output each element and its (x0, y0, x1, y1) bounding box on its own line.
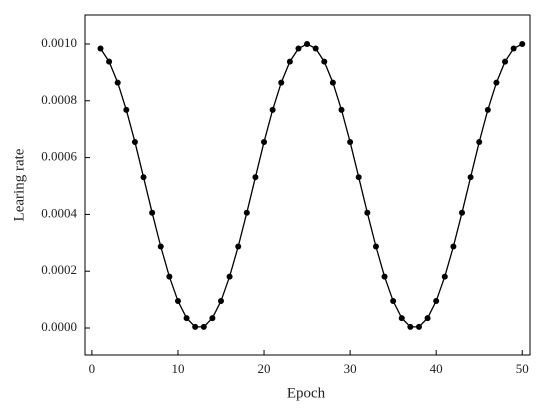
plot-frame (84, 14, 531, 356)
y-tick-label: 0.0006 (41, 149, 77, 164)
y-axis-label: Learing rate (11, 148, 27, 221)
x-axis-label: Epoch (287, 385, 326, 401)
point (131, 138, 138, 145)
point (269, 106, 276, 113)
point (329, 79, 336, 86)
point (484, 106, 491, 113)
point (502, 58, 509, 65)
point (157, 243, 164, 250)
point (166, 273, 173, 280)
point (114, 79, 121, 86)
point (183, 315, 190, 322)
point (450, 243, 457, 250)
y-tick-label: 0.0002 (41, 262, 77, 277)
point (441, 273, 448, 280)
line (99, 43, 523, 328)
point (97, 45, 104, 52)
point (209, 315, 216, 322)
point (364, 209, 371, 216)
x-tick-label: 40 (430, 361, 443, 376)
point (226, 273, 233, 280)
y-tick-label: 0.0008 (41, 92, 77, 107)
point (338, 106, 345, 113)
y-tick-label: 0.0010 (41, 35, 77, 50)
x-tick-label: 30 (344, 361, 357, 376)
point (476, 138, 483, 145)
point (200, 323, 207, 330)
x-tick-label: 10 (171, 361, 184, 376)
point (192, 323, 199, 330)
point (433, 298, 440, 305)
point (398, 315, 405, 322)
point (467, 174, 474, 181)
point (415, 323, 422, 330)
y-tick-label: 0.0000 (41, 319, 77, 334)
point (510, 45, 517, 52)
point (372, 243, 379, 250)
point (295, 45, 302, 52)
point (174, 298, 181, 305)
x-tick-label: 50 (516, 361, 529, 376)
point (312, 45, 319, 52)
point (355, 174, 362, 181)
point (519, 40, 526, 47)
point (493, 79, 500, 86)
point (123, 106, 130, 113)
y-tick-label: 0.0004 (41, 205, 77, 220)
point (149, 209, 156, 216)
point (243, 209, 250, 216)
x-tick-label: 0 (89, 361, 96, 376)
point (106, 58, 113, 65)
point (424, 315, 431, 322)
point (252, 174, 259, 181)
point (304, 40, 311, 47)
point (235, 243, 242, 250)
point (140, 174, 147, 181)
point (261, 138, 268, 145)
x-tick-label: 20 (258, 361, 271, 376)
point (278, 79, 285, 86)
point (321, 58, 328, 65)
point (217, 298, 224, 305)
point (390, 298, 397, 305)
point (286, 58, 293, 65)
point (407, 323, 414, 330)
point (459, 209, 466, 216)
point (381, 273, 388, 280)
point (347, 138, 354, 145)
